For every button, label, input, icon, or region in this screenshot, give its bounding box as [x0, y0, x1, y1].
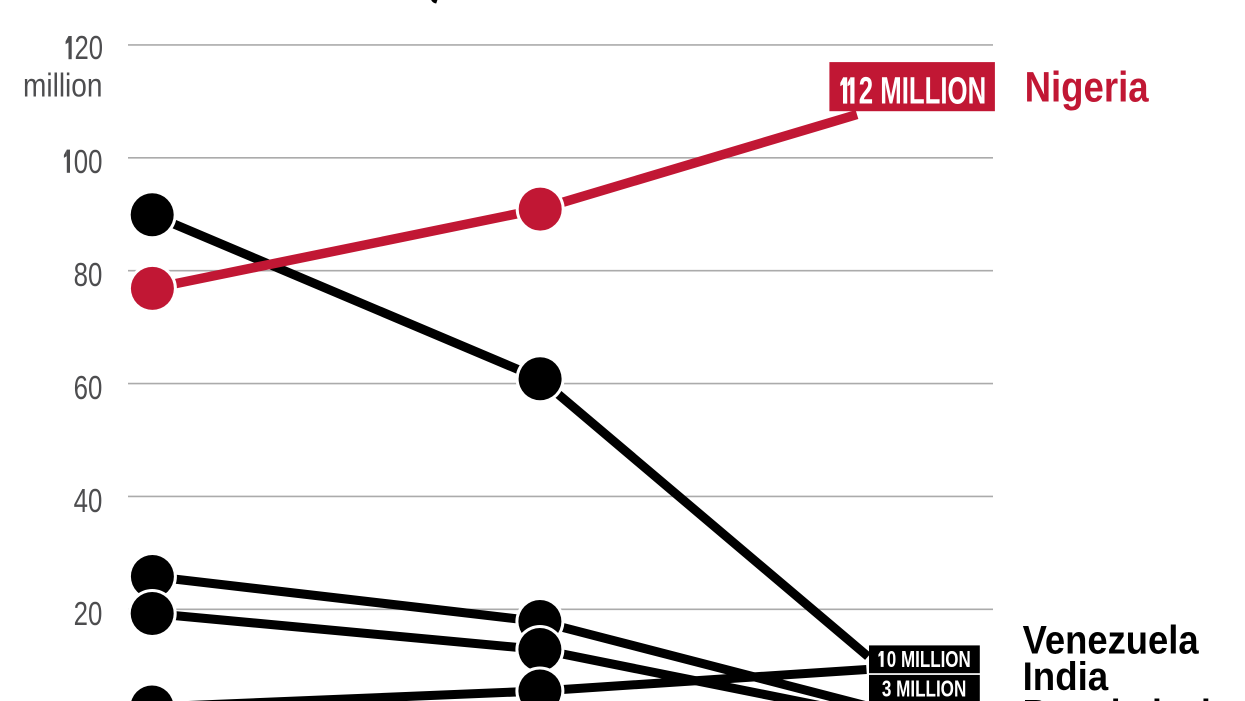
svg-text:Bangladesh: Bangladesh: [1023, 692, 1223, 701]
svg-text:20: 20: [75, 29, 104, 67]
svg-text:80: 80: [74, 256, 103, 294]
svg-text:India: India: [1023, 655, 1109, 699]
svg-text:Nigeria: Nigeria: [1025, 64, 1149, 112]
svg-text:2 MILLION: 2 MILLION: [859, 70, 986, 113]
svg-text:00: 00: [74, 143, 103, 181]
svg-text:60: 60: [74, 369, 103, 407]
svg-text:million: million: [23, 66, 103, 104]
svg-text:3 MILLION: 3 MILLION: [882, 676, 966, 701]
svg-text:40: 40: [74, 482, 103, 520]
svg-text:0 MILLION: 0 MILLION: [887, 646, 971, 672]
svg-text:Venezuela: Venezuela: [1023, 619, 1200, 663]
svg-text:20: 20: [74, 595, 103, 633]
